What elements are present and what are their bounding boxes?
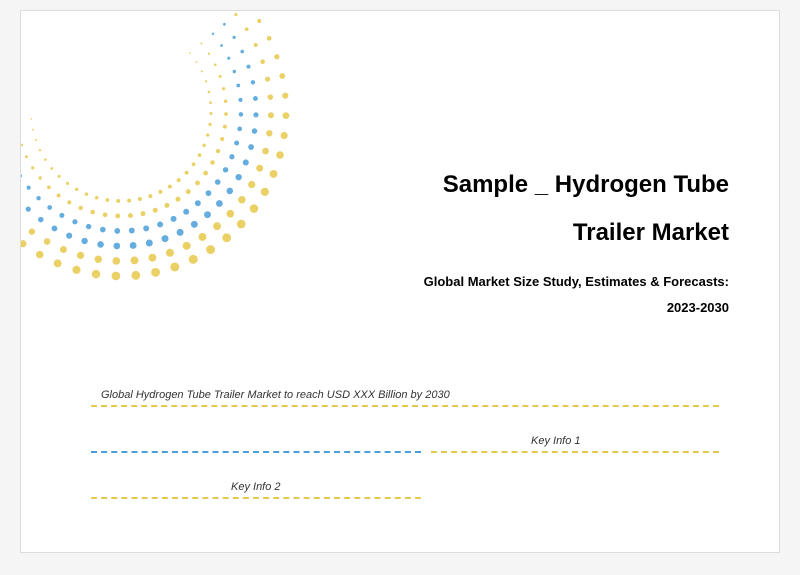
underline-blue (91, 451, 421, 453)
underline-yellow-2 (431, 451, 719, 453)
dotted-arc-decoration (20, 10, 321, 311)
subtitle: Global Market Size Study, Estimates & Fo… (419, 269, 729, 321)
title-block: Sample _ Hydrogen Tube Trailer Market Gl… (419, 161, 729, 321)
underline-yellow-3 (91, 497, 421, 499)
info-label-3: Key Info 2 (91, 481, 719, 493)
info-lines-section: Global Hydrogen Tube Trailer Market to r… (91, 389, 719, 527)
info-label-2: Key Info 1 (431, 435, 719, 447)
document-page: Sample _ Hydrogen Tube Trailer Market Gl… (20, 10, 780, 553)
info-line-3: Key Info 2 (91, 481, 719, 499)
info-label-1: Global Hydrogen Tube Trailer Market to r… (91, 389, 719, 401)
underline-yellow-1 (91, 405, 719, 407)
info-line-1: Global Hydrogen Tube Trailer Market to r… (91, 389, 719, 407)
info-line-2: Key Info 1 (91, 435, 719, 453)
main-title: Sample _ Hydrogen Tube Trailer Market (419, 161, 729, 257)
